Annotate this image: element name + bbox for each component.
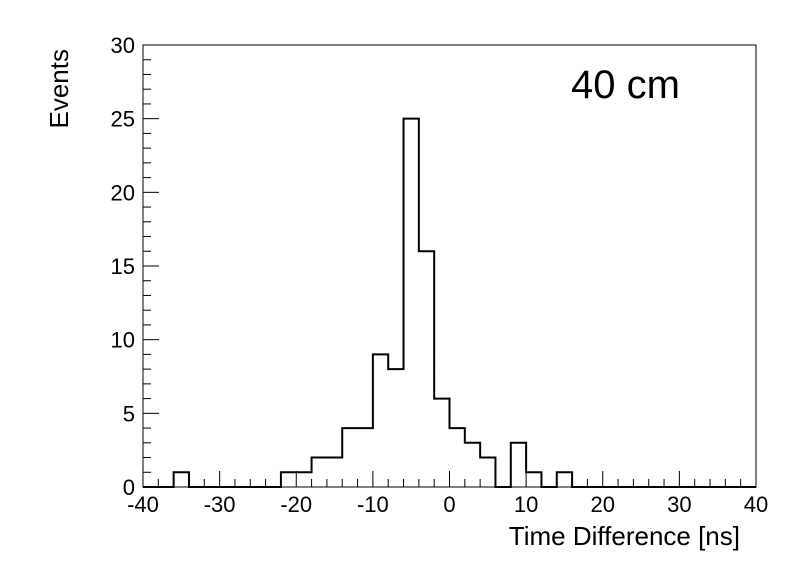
y-tick-label: 5 (123, 401, 135, 426)
tick-labels: -40 -30 -20 -10 0 10 20 30 40 0 5 10 15 20 25 30 (111, 33, 769, 517)
distance-annotation: 40 cm (571, 63, 680, 107)
histogram-bin (465, 443, 480, 487)
histogram-bin (404, 119, 419, 487)
histogram-bin (557, 472, 572, 487)
histogram-bin (526, 472, 541, 487)
y-tick-label: 15 (111, 254, 135, 279)
x-tick-label: 20 (591, 492, 615, 517)
x-tick-label: 40 (744, 492, 768, 517)
x-tick-label: -20 (280, 492, 312, 517)
histogram-bins (174, 119, 572, 487)
histogram-bin (327, 458, 342, 487)
histogram-bin (174, 472, 189, 487)
y-tick-label: 30 (111, 33, 135, 58)
histogram-bin (511, 443, 526, 487)
histogram-bin (388, 369, 403, 487)
y-tick-label: 25 (111, 107, 135, 132)
histogram-outline (143, 117, 756, 488)
histogram-bin (419, 251, 434, 487)
histogram-bin (358, 428, 373, 487)
y-axis-title: Events (44, 49, 74, 129)
histogram-bin (342, 428, 357, 487)
histogram-bin (281, 472, 296, 487)
y-tick-label: 10 (111, 328, 135, 353)
x-tick-label: 30 (667, 492, 691, 517)
histogram-bin (296, 472, 311, 487)
x-tick-label: 10 (514, 492, 538, 517)
histogram-bin (450, 428, 465, 487)
y-tick-label: 20 (111, 180, 135, 205)
x-axis-title: Time Difference [ns] (509, 521, 740, 551)
x-tick-label: -40 (127, 492, 159, 517)
histogram-bin (434, 399, 449, 487)
histogram-bin (373, 354, 388, 487)
x-tick-label: -30 (204, 492, 236, 517)
histogram-bin (480, 458, 495, 487)
y-tick-label: 0 (123, 475, 135, 500)
x-tick-label: -10 (357, 492, 389, 517)
x-tick-label: 0 (443, 492, 455, 517)
histogram-bin (312, 458, 327, 487)
